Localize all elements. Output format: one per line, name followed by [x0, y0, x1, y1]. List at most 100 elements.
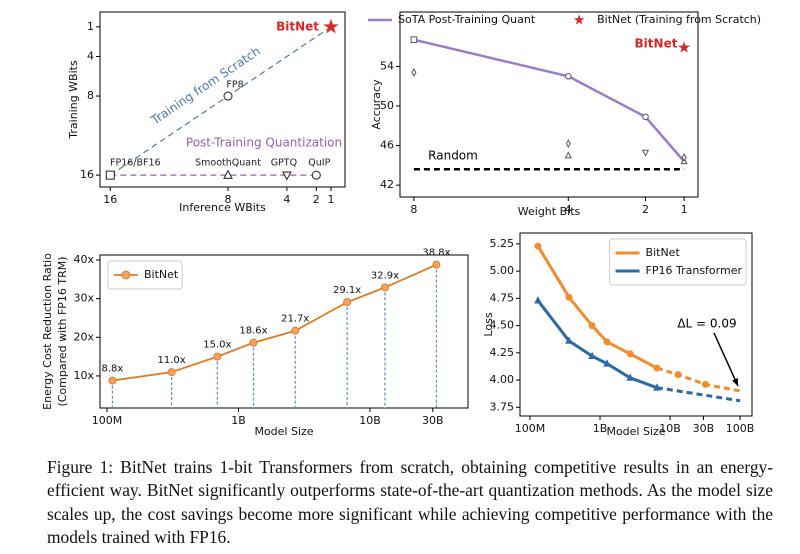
y-axis-label: (Compared with FP16 TRM)	[56, 256, 69, 406]
legend-label: BitNet (Training from Scratch)	[597, 13, 761, 26]
x-tick-label: 8	[225, 193, 232, 206]
marker	[534, 296, 542, 304]
x-axis-label: Inference WBits	[179, 201, 266, 214]
y-tick-label: 46	[380, 139, 394, 152]
marker	[678, 41, 691, 53]
series-line	[413, 38, 686, 163]
marker	[282, 171, 292, 181]
series-line	[536, 245, 658, 370]
marker	[249, 338, 258, 347]
marker	[380, 283, 389, 292]
x-tick-label: 2	[642, 203, 649, 216]
y-tick-label: 4.50	[490, 319, 515, 332]
marker	[653, 364, 661, 372]
y-tick-label: 10x	[73, 369, 94, 382]
x-axis-label: Model Size	[254, 425, 313, 438]
point-label: QuIP	[308, 158, 330, 169]
legend-label: FP16 Transformer	[646, 264, 743, 277]
legend-label: SoTA Post-Training Quant	[398, 13, 536, 26]
x-tick-label: 100B	[726, 422, 755, 435]
value-label: 32.9x	[371, 270, 399, 281]
y-tick-label: 1	[87, 20, 94, 33]
marker	[626, 350, 634, 358]
marker	[681, 153, 687, 162]
x-tick-label: 100M	[515, 422, 546, 435]
marker	[213, 352, 222, 361]
marker	[588, 351, 596, 359]
marker	[603, 338, 611, 346]
y-tick-label: 50	[380, 99, 394, 112]
series-line	[109, 26, 332, 176]
x-tick-label: 8	[410, 203, 417, 216]
point-label: FP16/BF16	[110, 158, 161, 169]
series-label: Post-Training Quantization	[186, 136, 342, 150]
point-label: SmoothQuant	[195, 158, 261, 169]
x-tick-label: 2	[313, 193, 320, 206]
series-line	[656, 386, 741, 403]
marker	[108, 376, 117, 385]
y-tick-label: 54	[380, 59, 394, 72]
x-tick-label: 30B	[422, 414, 444, 427]
x-tick-label: 4	[565, 203, 572, 216]
marker	[674, 371, 682, 379]
marker	[564, 151, 572, 159]
value-label: 11.0x	[158, 355, 186, 366]
y-tick-label: 30x	[73, 292, 94, 305]
marker	[565, 336, 573, 344]
marker	[603, 359, 611, 367]
x-tick-label: 10B	[659, 422, 681, 435]
legend-box	[609, 238, 747, 286]
x-tick-label: 4	[283, 193, 290, 206]
x-tick-label: 100M	[92, 414, 123, 427]
value-label: 8.8x	[102, 364, 124, 375]
y-tick-label: 42	[380, 178, 394, 191]
x-tick-label: 1B	[231, 414, 246, 427]
x-tick-label: 1	[681, 203, 688, 216]
marker	[223, 91, 233, 101]
annotation: BitNet	[635, 37, 678, 51]
x-tick-label: 16	[103, 193, 117, 206]
x-axis-label: Model Size	[606, 425, 665, 438]
point-label: BitNet	[276, 19, 319, 33]
caption: Figure 1: BitNet trains 1-bit Transforme…	[47, 457, 773, 547]
plot-frame	[519, 232, 753, 417]
y-axis-label: Loss	[482, 312, 495, 336]
point-label: FP8	[226, 80, 243, 91]
annotation: ΔL = 0.09	[677, 317, 736, 331]
y-tick-label: 3.75	[490, 400, 515, 413]
marker	[653, 383, 661, 391]
y-tick-label: 4.75	[490, 291, 515, 304]
legend-label: BitNet	[646, 246, 681, 259]
legend-box	[107, 260, 183, 290]
series-label: Training from Scratch	[148, 44, 263, 128]
y-tick-label: 4.25	[490, 346, 515, 359]
marker	[565, 139, 571, 148]
series-label: Random	[428, 149, 478, 163]
marker	[291, 326, 300, 335]
y-tick-label: 20x	[73, 330, 94, 343]
y-axis-label: Training WBits	[67, 60, 80, 140]
y-tick-label: 4	[87, 49, 94, 62]
marker	[641, 149, 650, 157]
value-label: 38.8x	[422, 248, 450, 259]
plot-frame	[399, 11, 699, 198]
y-tick-label: 16	[80, 168, 94, 181]
x-tick-label: 30B	[693, 422, 715, 435]
x-tick-label: 10B	[359, 414, 381, 427]
y-tick-label: 5.00	[490, 264, 515, 277]
marker	[323, 18, 339, 34]
y-tick-label: 4.00	[490, 373, 515, 386]
marker	[565, 293, 573, 301]
arrow	[713, 332, 739, 387]
legend-marker	[573, 14, 585, 25]
plot-frame	[99, 11, 346, 188]
marker	[411, 67, 417, 77]
value-label: 15.0x	[203, 340, 231, 351]
marker	[167, 368, 176, 377]
y-tick-label: 8	[87, 89, 94, 102]
series-line	[536, 299, 658, 390]
marker	[343, 298, 352, 307]
y-axis-label: Energy Cost Reduction Ratio	[41, 253, 54, 410]
